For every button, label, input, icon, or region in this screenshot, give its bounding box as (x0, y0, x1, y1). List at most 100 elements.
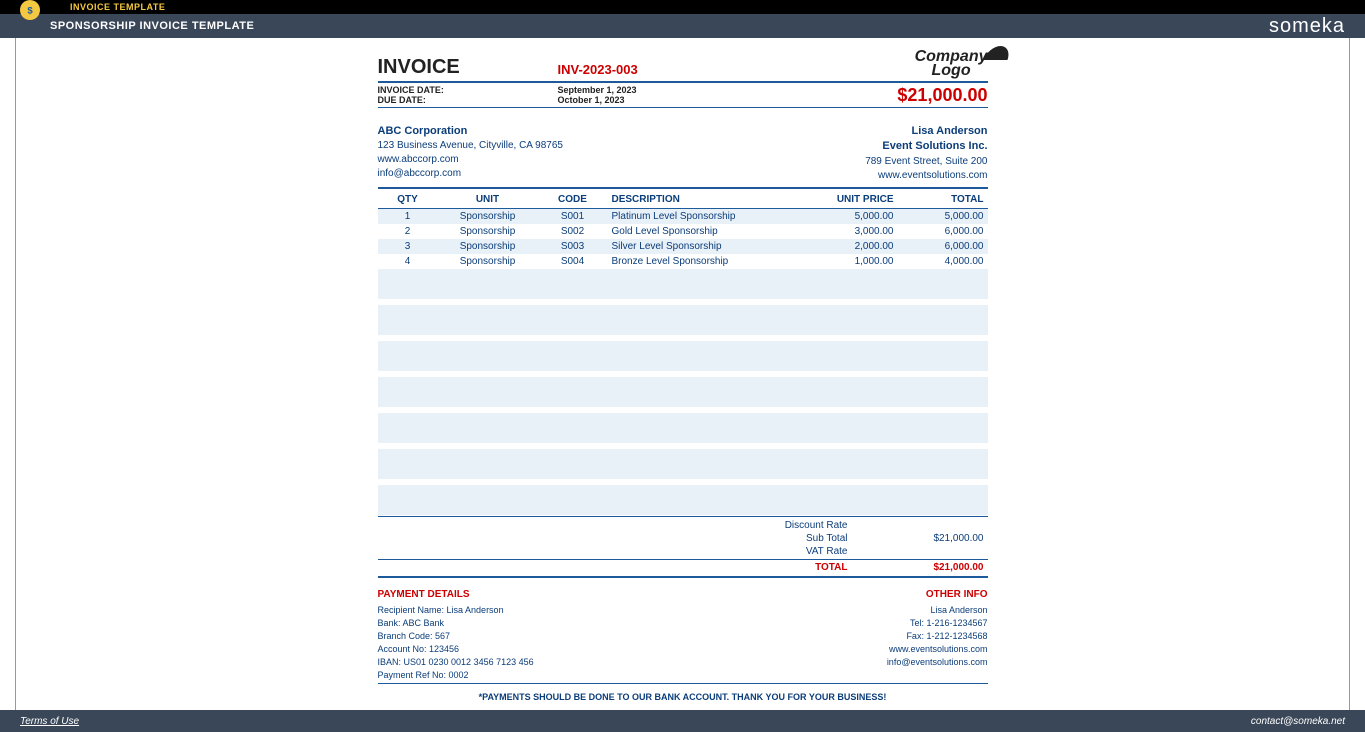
cell-qty: 2 (378, 224, 438, 239)
cell-desc: Silver Level Sponsorship (608, 239, 808, 254)
cell-price: 1,000.00 (808, 254, 898, 269)
rule (378, 559, 988, 560)
cell-code: S004 (538, 254, 608, 269)
document-frame: INVOICE INV-2023-003 Company Logo INVOIC… (15, 38, 1350, 710)
payment-line: Recipient Name: Lisa Anderson (378, 604, 534, 617)
from-name: ABC Corporation (378, 124, 564, 139)
rule (378, 81, 988, 83)
table-row: 3 Sponsorship S003 Silver Level Sponsors… (378, 239, 988, 254)
bill-from: ABC Corporation 123 Business Avenue, Cit… (378, 124, 564, 183)
cell-code: S003 (538, 239, 608, 254)
subtotal-label: Sub Total (768, 533, 888, 544)
payment-line: Bank: ABC Bank (378, 617, 534, 630)
cell-total: 6,000.00 (898, 239, 988, 254)
top-tag-bar: $ INVOICE TEMPLATE (0, 0, 1365, 14)
totals-block: Discount Rate Sub Total$21,000.00 VAT Ra… (378, 519, 988, 574)
other-line: Fax: 1-212-1234568 (887, 630, 988, 643)
subtotal-value: $21,000.00 (888, 533, 988, 544)
table-row (378, 500, 988, 515)
grand-total-label: TOTAL (768, 562, 888, 573)
cell-total: 5,000.00 (898, 208, 988, 224)
logo-text-2: Logo (932, 62, 971, 79)
cell-code: S002 (538, 224, 608, 239)
cell-price: 5,000.00 (808, 208, 898, 224)
empty-cell (378, 341, 988, 356)
col-unit: UNIT (438, 191, 538, 209)
cell-code: S001 (538, 208, 608, 224)
info-block: PAYMENT DETAILS Recipient Name: Lisa And… (378, 588, 988, 683)
table-header-row: QTY UNIT CODE DESCRIPTION UNIT PRICE TOT… (378, 191, 988, 209)
grand-total-value: $21,000.00 (888, 562, 988, 573)
table-row (378, 341, 988, 356)
col-price: UNIT PRICE (808, 191, 898, 209)
cell-qty: 1 (378, 208, 438, 224)
empty-cell (378, 500, 988, 515)
grand-total-top: $21,000.00 (808, 85, 988, 106)
due-date-label: DUE DATE: (378, 95, 558, 105)
empty-cell (378, 284, 988, 299)
footer-bar: Terms of Use contact@someka.net (0, 710, 1365, 732)
table-row (378, 356, 988, 371)
table-row (378, 284, 988, 299)
cell-unit: Sponsorship (438, 239, 538, 254)
col-code: CODE (538, 191, 608, 209)
rule (378, 576, 988, 578)
from-web: www.abccorp.com (378, 153, 564, 167)
top-tag-label: INVOICE TEMPLATE (70, 2, 165, 12)
payment-heading: PAYMENT DETAILS (378, 588, 534, 603)
col-qty: QTY (378, 191, 438, 209)
table-row (378, 305, 988, 320)
other-line: info@eventsolutions.com (887, 656, 988, 669)
rule (378, 187, 988, 189)
invoice-heading: INVOICE (378, 56, 558, 79)
col-desc: DESCRIPTION (608, 191, 808, 209)
table-row (378, 269, 988, 284)
invoice-dates: INVOICE DATE: DUE DATE: September 1, 202… (378, 85, 988, 106)
cell-price: 3,000.00 (808, 224, 898, 239)
from-email: info@abccorp.com (378, 167, 564, 181)
to-address: 789 Event Street, Suite 200 (865, 155, 987, 169)
discount-value (888, 520, 988, 531)
payment-details: PAYMENT DETAILS Recipient Name: Lisa And… (378, 588, 534, 683)
empty-cell (378, 485, 988, 500)
cell-qty: 4 (378, 254, 438, 269)
terms-link[interactable]: Terms of Use (20, 716, 79, 727)
invoice-document: INVOICE INV-2023-003 Company Logo INVOIC… (378, 50, 988, 702)
empty-cell (378, 305, 988, 320)
payment-line: Payment Ref No: 0002 (378, 669, 534, 682)
cell-price: 2,000.00 (808, 239, 898, 254)
payment-line: Branch Code: 567 (378, 630, 534, 643)
table-row (378, 485, 988, 500)
empty-cell (378, 449, 988, 464)
empty-cell (378, 413, 988, 428)
table-row (378, 392, 988, 407)
line-items-table: QTY UNIT CODE DESCRIPTION UNIT PRICE TOT… (378, 191, 988, 515)
contact-email: contact@someka.net (1251, 716, 1345, 727)
empty-cell (378, 428, 988, 443)
other-heading: OTHER INFO (887, 588, 988, 603)
table-row (378, 464, 988, 479)
empty-cell (378, 392, 988, 407)
payment-footnote: *PAYMENTS SHOULD BE DONE TO OUR BANK ACC… (378, 692, 988, 702)
other-line: Lisa Anderson (887, 604, 988, 617)
rule (378, 107, 988, 108)
cell-unit: Sponsorship (438, 208, 538, 224)
cell-unit: Sponsorship (438, 254, 538, 269)
table-row (378, 428, 988, 443)
cell-total: 4,000.00 (898, 254, 988, 269)
cell-desc: Gold Level Sponsorship (608, 224, 808, 239)
table-row: 4 Sponsorship S004 Bronze Level Sponsors… (378, 254, 988, 269)
invoice-header: INVOICE INV-2023-003 Company Logo (378, 50, 988, 79)
company-logo-placeholder: Company Logo (915, 50, 988, 79)
vat-value (888, 546, 988, 557)
svg-text:$: $ (27, 6, 33, 16)
cell-total: 6,000.00 (898, 224, 988, 239)
from-address: 123 Business Avenue, Cityville, CA 98765 (378, 139, 564, 153)
empty-cell (378, 356, 988, 371)
cell-desc: Bronze Level Sponsorship (608, 254, 808, 269)
table-row: 1 Sponsorship S001 Platinum Level Sponso… (378, 208, 988, 224)
rule (378, 683, 988, 684)
brand-name: someka (1269, 15, 1345, 38)
payment-line: Account No: 123456 (378, 643, 534, 656)
vat-label: VAT Rate (768, 546, 888, 557)
